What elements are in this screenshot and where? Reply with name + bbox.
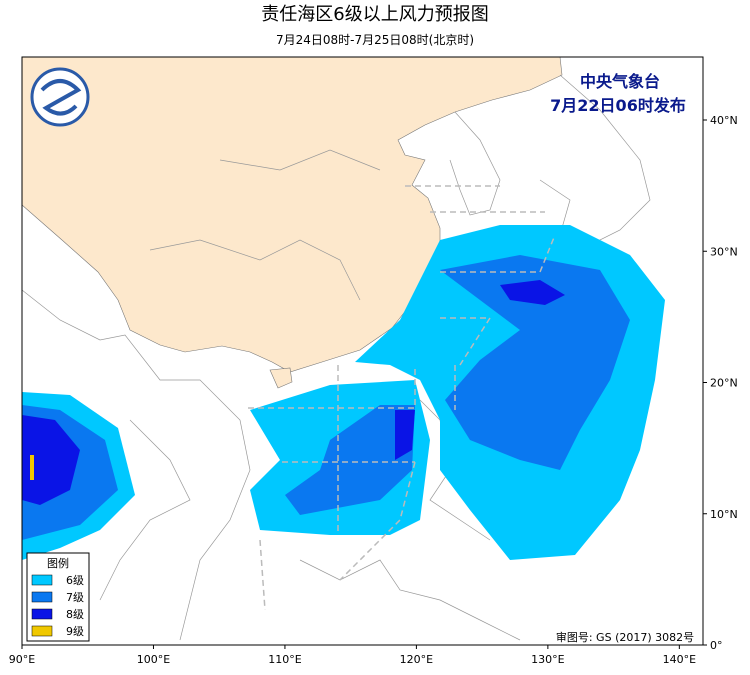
legend: 图例 6级 7级 8级 9级 [26, 552, 90, 642]
y-tick-label: 10°N [710, 508, 738, 521]
wind-area [22, 415, 80, 505]
legend-swatch [31, 625, 53, 637]
wind-area [395, 410, 415, 460]
legend-label: 6级 [66, 574, 84, 587]
wind-area [440, 255, 630, 470]
wind-areas [22, 225, 665, 560]
y-tick-label: 40°N [710, 114, 738, 127]
legend-swatch [31, 608, 53, 620]
y-tick-label: 20°N [710, 377, 738, 390]
x-tick-label: 140°E [663, 653, 696, 666]
legend-swatch [31, 591, 53, 603]
wind-area [30, 455, 34, 480]
footer: 审图号: GS (2017) 3082号 [556, 630, 694, 644]
logo [30, 67, 90, 127]
sea-area-boundaries [248, 185, 556, 611]
x-tick-label: 100°E [137, 653, 170, 666]
wind-area [285, 405, 415, 515]
title: 责任海区6级以上风力预报图 [261, 4, 488, 25]
x-tick-label: 130°E [531, 653, 564, 666]
legend-label: 7级 [66, 591, 84, 604]
issuer: 中央气象台 [580, 72, 660, 91]
legend-label: 8级 [66, 608, 84, 621]
y-tick-label: 30°N [710, 245, 738, 258]
x-tick-label: 110°E [268, 653, 301, 666]
issue-time: 7月22日06时发布 [550, 96, 686, 115]
hainan [269, 367, 293, 389]
legend-title: 图例 [47, 556, 69, 570]
legend-label: 9级 [66, 625, 84, 638]
subtitle: 7月24日08时-7月25日08时(北京时) [276, 33, 474, 47]
y-tick-label: 0° [710, 639, 723, 652]
legend-swatch [31, 574, 53, 586]
x-tick-label: 120°E [400, 653, 433, 666]
wind-area [500, 280, 565, 305]
map: 中央气象台 7月22日06时发布 审图号: GS (2017) 3082号 图例… [21, 56, 704, 646]
map-frame [21, 56, 704, 646]
country-borders [21, 74, 651, 641]
x-tick-label: 90°E [9, 653, 35, 666]
